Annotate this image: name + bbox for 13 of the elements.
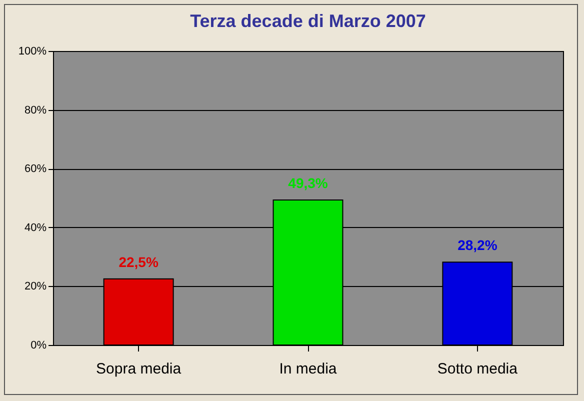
data-label: 28,2% (458, 237, 498, 254)
x-tick-label: In media (279, 360, 338, 378)
y-tick-label: 100% (18, 46, 47, 58)
y-tick-label: 0% (30, 340, 47, 352)
chart-title: Terza decade di Marzo 2007 (190, 11, 426, 31)
y-tick-label: 40% (24, 222, 47, 234)
data-label: 22,5% (118, 254, 159, 270)
data-label: 49,3% (288, 175, 328, 192)
y-tick-label: 80% (24, 104, 47, 116)
x-tick-label: Sopra media (96, 360, 182, 378)
y-tick-label: 20% (24, 280, 47, 293)
y-tick-label: 60% (24, 163, 47, 176)
x-tick-label: Sotto media (437, 360, 518, 378)
